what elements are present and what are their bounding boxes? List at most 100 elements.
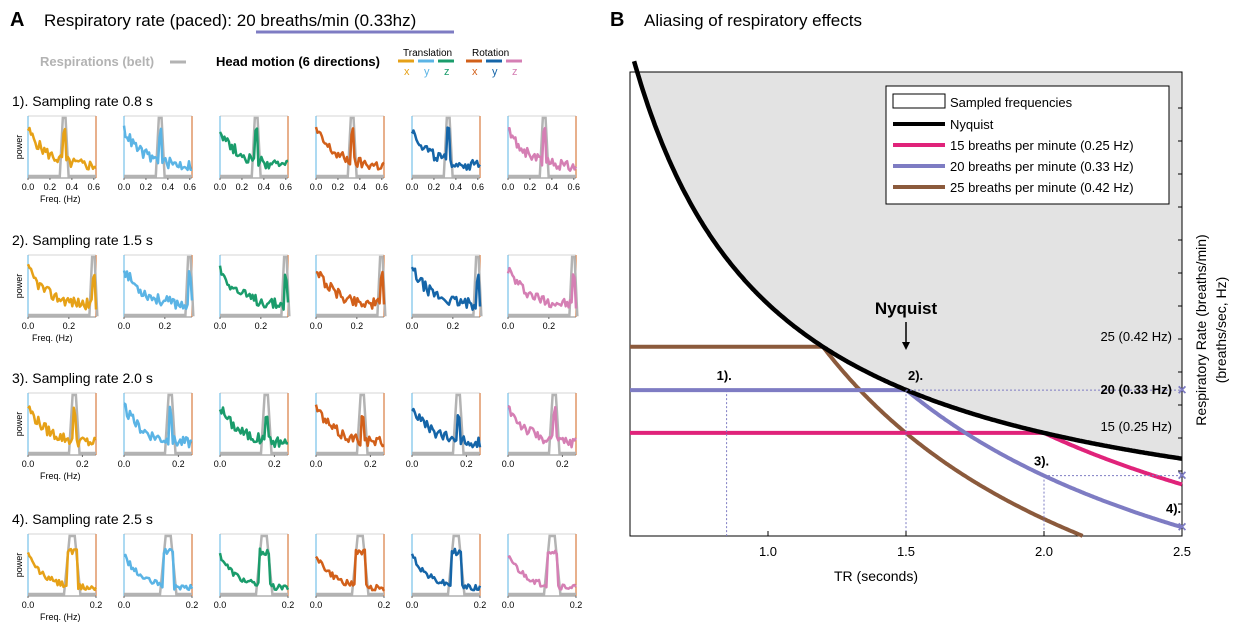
spectrum-panel-r1-c4: 0.0 0.2 0.4 0.6: [310, 115, 388, 192]
panel-a-letter: A: [10, 9, 24, 31]
right-frequency-label-2: 20 (0.33 Hz): [1100, 382, 1172, 397]
x-axis-label: Freq. (Hz): [32, 333, 73, 343]
step-label-1: 1).: [717, 368, 732, 383]
x-tick-label: 0.4: [546, 182, 559, 192]
x-tick-label: 0.0: [118, 182, 131, 192]
x-tick-label: 0.2: [172, 459, 185, 469]
legend-axis-letter-4: y: [492, 66, 498, 78]
x-tick-label: 0.0: [118, 459, 131, 469]
belt-spectrum-line: [508, 534, 576, 596]
right-frequency-label-3: 15 (0.25 Hz): [1100, 419, 1172, 434]
spectrum-panel-r2-c3: 0.0 0.2: [214, 254, 291, 331]
spectrum-panel-r4-c4: 0.0 0.2: [310, 533, 390, 610]
x-tick-label: 0.2: [460, 459, 473, 469]
x-tick-label: 0.2: [282, 600, 295, 610]
y-axis-label: power: [14, 553, 24, 578]
aliased-frequency-marker-1: ×: [1177, 382, 1186, 399]
x-tick-label: 0.4: [258, 182, 271, 192]
motion-spectrum-line: [410, 126, 481, 171]
x-tick-label: 0.0: [310, 182, 323, 192]
motion-spectrum-line: [218, 406, 289, 449]
belt-spectrum-line: [508, 393, 576, 455]
belt-spectrum-line: [316, 116, 384, 178]
x-tick-label: 0.0: [502, 459, 515, 469]
belt-spectrum-line: [412, 255, 483, 317]
step-label-2: 2).: [908, 368, 923, 383]
x-axis-label: Freq. (Hz): [40, 194, 81, 204]
aliasing-chart: × × × 1). 2). 3). 4). Nyquist 25 (0.42 Hz) 20 (0.…: [629, 60, 1229, 584]
spectrum-panel-r3-c2: 0.0 0.2: [118, 392, 193, 469]
x-tick-label: 0.4: [66, 182, 79, 192]
x-tick-label: 2.5: [1173, 544, 1191, 559]
panel-a-title-prefix: Respiratory rate (paced):: [44, 11, 237, 30]
belt-spectrum-line: [124, 393, 192, 455]
motion-spectrum-line: [27, 405, 97, 448]
motion-spectrum-line: [314, 126, 385, 171]
x-tick-label: 0.2: [474, 600, 487, 610]
x-tick-label: 0.0: [502, 182, 515, 192]
motion-spectrum-line: [123, 402, 193, 449]
legend-entry-5: 25 breaths per minute (0.42 Hz): [950, 180, 1134, 195]
spectrum-panel-r4-c2: 0.0 0.2: [118, 533, 199, 610]
belt-spectrum-line: [316, 255, 387, 317]
x-tick-label: 0.0: [310, 600, 323, 610]
x-tick-label: 0.2: [140, 182, 153, 192]
x-tick-label: 0.2: [44, 182, 57, 192]
legend-entry-1: Sampled frequencies: [950, 95, 1073, 110]
legend: Sampled frequencies Nyquist 15 breaths per…: [885, 85, 1170, 205]
motion-spectrum-line: [315, 270, 386, 310]
x-tick-label: 0.0: [310, 321, 323, 331]
x-tick-label: 0.2: [186, 600, 199, 610]
motion-spectrum-line: [507, 404, 578, 449]
spectrum-panel-r3-c3: 0.0 0.2: [214, 392, 289, 469]
translation-label: Translation: [403, 48, 452, 59]
spectrum-panel-r2-c6: 0.0 0.2: [502, 254, 579, 331]
x-tick-label: 0.6: [568, 182, 581, 192]
spectrum-panel-r1-c3: 0.0 0.2 0.4 0.6: [214, 115, 292, 192]
belt-legend-label: Respirations (belt): [40, 54, 154, 69]
spectrum-panel-r1-c5: 0.0 0.2 0.4 0.6: [406, 115, 484, 192]
legend-swatch-sampled: [892, 93, 946, 109]
spectrum-panel-r3-c1: 0.0 0.2 power Freq. (Hz): [14, 392, 97, 481]
legend-axis-letter-2: z: [444, 66, 450, 78]
legend-axis-letter-5: z: [512, 66, 518, 78]
x-tick-label: 0.2: [255, 321, 268, 331]
belt-spectrum-line: [220, 393, 288, 455]
rotation-label: Rotation: [472, 48, 509, 59]
spectrum-panel-r1-c6: 0.0 0.2 0.4 0.6: [502, 115, 581, 192]
x-tick-label: 1.5: [897, 544, 915, 559]
x-tick-label: 0.0: [214, 321, 227, 331]
x-tick-label: 0.0: [406, 182, 419, 192]
x-tick-label: 0.0: [22, 182, 35, 192]
spectrum-panel-r4-c6: 0.0 0.2: [502, 533, 583, 610]
x-tick-label: 0.6: [184, 182, 197, 192]
row-labels: 1). Sampling rate 0.8 s 2). Sampling rate…: [12, 93, 153, 527]
right-frequency-label-1: 25 (0.42 Hz): [1100, 329, 1172, 344]
x-tick-label: 0.2: [76, 459, 89, 469]
motion-spectrum-line: [506, 266, 578, 309]
motion-spectrum-line: [218, 265, 290, 311]
legend-axis-letter-1: y: [424, 66, 430, 78]
y-axis-label: power: [14, 274, 24, 299]
x-tick-label: 0.0: [502, 321, 515, 331]
motion-spectrum-line: [26, 263, 98, 311]
belt-spectrum-line: [124, 534, 192, 596]
spectrum-panel-r4-c5: 0.0 0.2: [406, 533, 487, 610]
x-tick-label: 0.2: [570, 600, 583, 610]
row-label-3: 3). Sampling rate 2.0 s: [12, 370, 153, 386]
belt-spectrum-line: [28, 116, 96, 178]
motion-spectrum-line: [122, 269, 194, 311]
belt-spectrum-line: [316, 534, 384, 596]
belt-spectrum-line: [220, 116, 288, 178]
belt-spectrum-line: [508, 116, 576, 178]
x-tick-label: 0.2: [428, 182, 441, 192]
belt-spectrum-line: [124, 116, 192, 178]
spectrum-panel-r3-c4: 0.0 0.2: [310, 392, 385, 469]
x-tick-label: 0.0: [118, 600, 131, 610]
x-tick-label: 0.0: [22, 600, 35, 610]
y-axis-label: Respiratory Rate (breaths/min): [1193, 234, 1209, 425]
x-tick-label: 1.0: [759, 544, 777, 559]
spectrum-panel-r2-c4: 0.0 0.2: [310, 254, 387, 331]
legend-entry-3: 15 breaths per minute (0.25 Hz): [950, 138, 1134, 153]
